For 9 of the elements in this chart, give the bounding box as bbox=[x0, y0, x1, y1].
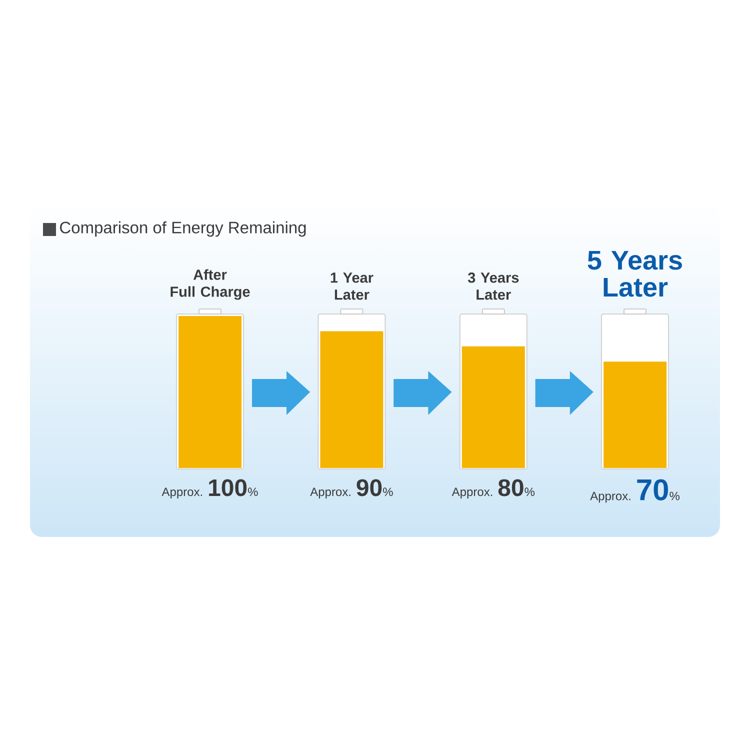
data-label: Approx. 70% bbox=[590, 479, 680, 503]
x-tick-label: 5 Years Later bbox=[588, 250, 682, 297]
data-label: Approx. 100% bbox=[162, 479, 258, 498]
x-tick-label: After Full Charge bbox=[170, 269, 250, 300]
x-tick-label: 1 Year Later bbox=[330, 272, 374, 300]
data-label: Approx. 90% bbox=[310, 479, 393, 498]
x-tick-label: 3 Years Later bbox=[468, 272, 519, 300]
chart-title: Comparison of Energy Remaining bbox=[60, 221, 306, 237]
data-label: Approx. 80% bbox=[452, 479, 535, 498]
